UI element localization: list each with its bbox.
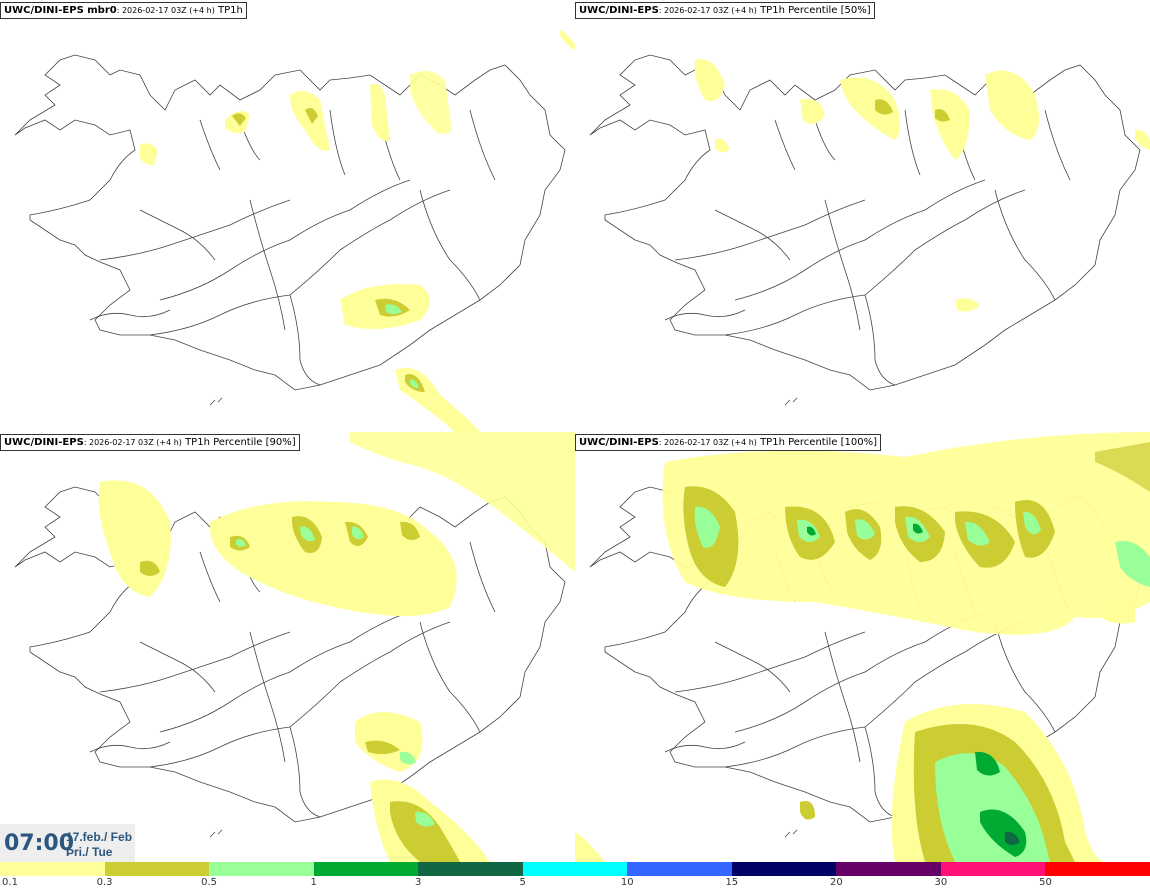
precip-colorbar bbox=[0, 862, 1150, 876]
precip-map bbox=[589, 54, 1150, 406]
colorbar-tick-label: 15 bbox=[725, 877, 739, 888]
colorbar-tick-label: 0.3 bbox=[96, 877, 113, 888]
model-name: UWC/DINI-EPS bbox=[579, 5, 659, 16]
precip-map bbox=[575, 432, 1150, 862]
colorbar-segment bbox=[522, 862, 628, 876]
colorbar-segment bbox=[1045, 862, 1150, 876]
colorbar-segment bbox=[836, 862, 941, 876]
colorbar-tick-label: 0.5 bbox=[201, 877, 218, 888]
model-name: UWC/DINI-EPS bbox=[579, 437, 659, 448]
colorbar-tick-label: 20 bbox=[829, 877, 843, 888]
panel-title: UWC/DINI-EPS: 2026-02-17 03Z (+4 h) TP1h… bbox=[575, 2, 875, 19]
colorbar-ticks: 0.1 0.3 0.5 1 3 5 10 15 20 30 50 bbox=[0, 876, 1150, 891]
precip-overlay bbox=[140, 30, 575, 432]
colorbar-segment bbox=[418, 862, 523, 876]
colorbar-tick-label: 50 bbox=[1039, 877, 1052, 888]
field-name: TP1h Percentile [50%] bbox=[756, 5, 871, 16]
run-time: : 2026-02-17 03Z (+4 h) bbox=[658, 6, 757, 15]
colorbar-segment bbox=[627, 862, 732, 876]
field-name: TP1h Percentile [90%] bbox=[181, 437, 296, 448]
colorbar-tick-label: 3 bbox=[414, 877, 422, 888]
colorbar-tick-label: 0.1 bbox=[2, 877, 18, 888]
colorbar-segment bbox=[940, 862, 1046, 876]
field-name: TP1h Percentile [100%] bbox=[756, 437, 877, 448]
colorbar-segment bbox=[731, 862, 837, 876]
field-name: TP1h bbox=[214, 5, 243, 16]
valid-time-box: 07:00 17.feb./ Feb Þri./ Tue bbox=[0, 824, 135, 862]
precip-map bbox=[14, 432, 575, 862]
map-panel-p90: UWC/DINI-EPS: 2026-02-17 03Z (+4 h) TP1h… bbox=[0, 432, 575, 862]
valid-date-line1: 17.feb./ Feb bbox=[66, 830, 133, 844]
colorbar-tick-label: 5 bbox=[519, 877, 526, 888]
model-name: UWC/DINI-EPS mbr0 bbox=[4, 5, 117, 16]
run-time: : 2026-02-17 03Z (+4 h) bbox=[83, 438, 182, 447]
panel-title: UWC/DINI-EPS: 2026-02-17 03Z (+4 h) TP1h… bbox=[575, 434, 881, 451]
map-panel-p100: UWC/DINI-EPS: 2026-02-17 03Z (+4 h) TP1h… bbox=[575, 432, 1150, 862]
colorbar-segment bbox=[209, 862, 314, 876]
precip-map bbox=[14, 30, 575, 432]
valid-time-clock: 07:00 bbox=[4, 831, 75, 856]
colorbar-tick-label: 10 bbox=[620, 877, 634, 888]
precip-overlay bbox=[98, 432, 575, 862]
colorbar-segment bbox=[104, 862, 210, 876]
precip-overlay bbox=[694, 59, 1150, 312]
run-time: : 2026-02-17 03Z (+4 h) bbox=[658, 438, 757, 447]
precip-overlay bbox=[575, 432, 1150, 862]
model-name: UWC/DINI-EPS bbox=[4, 437, 84, 448]
panel-title: UWC/DINI-EPS mbr0: 2026-02-17 03Z (+4 h)… bbox=[0, 2, 247, 19]
colorbar-segment bbox=[0, 862, 105, 876]
panel-title: UWC/DINI-EPS: 2026-02-17 03Z (+4 h) TP1h… bbox=[0, 434, 300, 451]
colorbar-tick-label: 30 bbox=[934, 877, 948, 888]
map-panel-p50: UWC/DINI-EPS: 2026-02-17 03Z (+4 h) TP1h… bbox=[575, 0, 1150, 432]
run-time: : 2026-02-17 03Z (+4 h) bbox=[116, 6, 215, 15]
colorbar-segment bbox=[313, 862, 419, 876]
valid-date-line2: Þri./ Tue bbox=[66, 845, 113, 859]
colorbar-tick-label: 1 bbox=[310, 877, 317, 888]
map-panel-member0: UWC/DINI-EPS mbr0: 2026-02-17 03Z (+4 h)… bbox=[0, 0, 575, 432]
